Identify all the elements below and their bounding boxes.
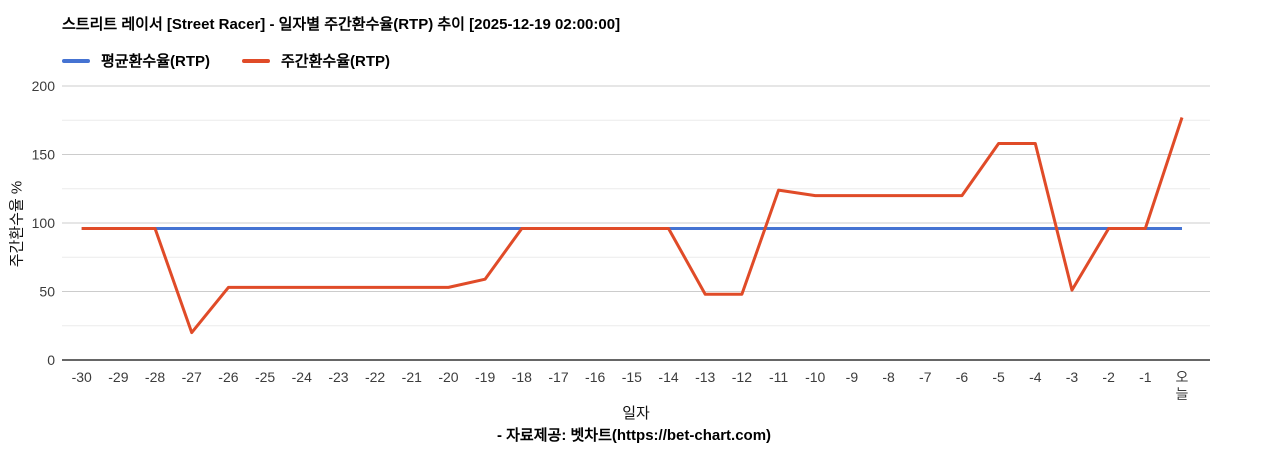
x-tick-label--18: -18	[512, 369, 532, 385]
legend-item-weekly-rtp: 주간환수율(RTP)	[242, 50, 390, 71]
data-source-footer: - 자료제공: 벳차트(https://bet-chart.com)	[496, 427, 772, 444]
x-tick-label--1: -1	[1139, 369, 1152, 385]
x-tick-label--4: -4	[1029, 369, 1042, 385]
x-tick-label--20: -20	[438, 369, 458, 385]
x-tick-label--12: -12	[732, 369, 752, 385]
x-tick-label--27: -27	[182, 369, 202, 385]
x-tick-label--24: -24	[292, 369, 312, 385]
y-tick-label-0: 0	[47, 352, 55, 368]
x-tick-label--30: -30	[72, 369, 92, 385]
x-axis-title: 일자	[622, 405, 650, 422]
weekly-rtp-swatch	[242, 58, 270, 63]
y-axis-title: 주간환수율 %	[8, 180, 26, 268]
y-tick-label-100: 100	[32, 215, 56, 231]
x-tick-label--13: -13	[695, 369, 715, 385]
y-tick-label-200: 200	[32, 78, 56, 94]
x-tick-label--17: -17	[548, 369, 568, 385]
average-rtp-label: 평균환수율(RTP)	[101, 53, 210, 70]
x-tick-label--19: -19	[475, 369, 495, 385]
x-tick-label--21: -21	[402, 369, 422, 385]
average-rtp-swatch	[62, 58, 90, 63]
x-tick-label--25: -25	[255, 369, 275, 385]
x-tick-label--11: -11	[769, 369, 788, 385]
x-tick-label--26: -26	[218, 369, 238, 385]
x-tick-label--7: -7	[919, 369, 932, 385]
legend-item-average-rtp: 평균환수율(RTP)	[62, 50, 210, 71]
y-tick-label-50: 50	[39, 284, 55, 300]
x-tick-label--9: -9	[846, 369, 859, 385]
x-tick-label--8: -8	[882, 369, 895, 385]
x-tick-label--22: -22	[365, 369, 385, 385]
x-tick-label--10: -10	[805, 369, 825, 385]
x-tick-label--15: -15	[622, 369, 642, 385]
x-tick-label--29: -29	[108, 369, 128, 385]
legend: 평균환수율(RTP) 주간환수율(RTP)	[62, 50, 422, 71]
x-tick-label--23: -23	[328, 369, 348, 385]
x-tick-label--16: -16	[585, 369, 605, 385]
x-tick-label--5: -5	[992, 369, 1005, 385]
weekly-rtp-label: 주간환수율(RTP)	[281, 53, 390, 70]
x-tick-label--28: -28	[145, 369, 165, 385]
y-tick-label-150: 150	[32, 147, 56, 163]
weekly-rtp-line	[81, 117, 1184, 335]
x-tick-label--14: -14	[658, 369, 678, 385]
x-tick-label--3: -3	[1066, 369, 1079, 385]
x-tick-label--6: -6	[956, 369, 969, 385]
x-tick-label--2: -2	[1102, 369, 1115, 385]
chart-title: 스트리트 레이서 [Street Racer] - 일자별 주간환수율(RTP)…	[62, 16, 621, 33]
